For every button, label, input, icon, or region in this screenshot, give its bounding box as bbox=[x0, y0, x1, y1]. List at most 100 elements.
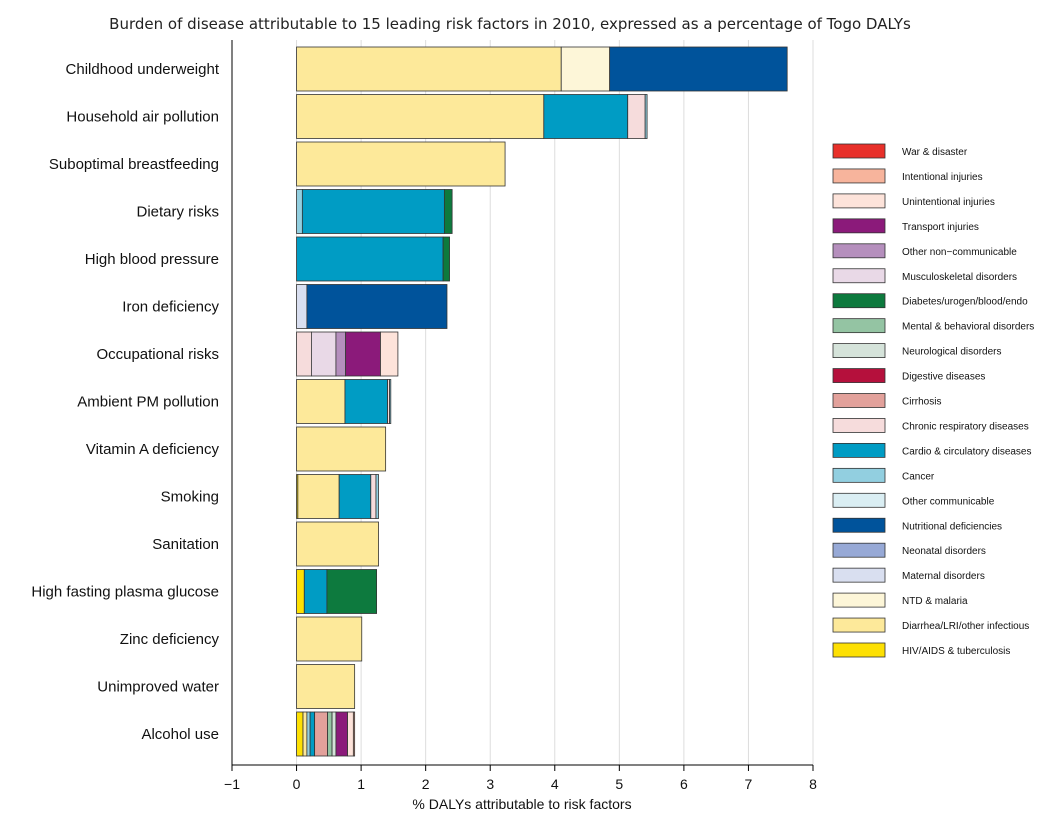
legend-item: Cardio & circulatory diseases bbox=[832, 442, 1032, 458]
bar-segment bbox=[375, 474, 379, 519]
x-tick-label: 6 bbox=[680, 776, 688, 792]
legend-label: Neurological disorders bbox=[902, 347, 1002, 358]
x-tick-label: 4 bbox=[551, 776, 559, 792]
x-tick-label: 5 bbox=[615, 776, 623, 792]
legend-label: Diarrhea/LRI/other infectious bbox=[902, 621, 1029, 632]
legend-label: Neonatal disorders bbox=[902, 546, 986, 557]
bar-segment bbox=[303, 569, 328, 614]
bar-group bbox=[296, 616, 363, 662]
legend-swatch bbox=[832, 467, 886, 483]
bar-segment bbox=[370, 474, 377, 519]
legend-label: NTD & malaria bbox=[902, 596, 968, 607]
legend-swatch bbox=[832, 617, 886, 633]
legend-item: War & disaster bbox=[832, 143, 968, 159]
bar-segment bbox=[335, 711, 348, 757]
legend-swatch bbox=[832, 542, 886, 558]
legend-label: Cardio & circulatory diseases bbox=[902, 446, 1032, 457]
legend-swatch bbox=[832, 442, 886, 458]
legend-swatch bbox=[832, 143, 886, 159]
legend-item: NTD & malaria bbox=[832, 592, 968, 608]
legend-swatch bbox=[832, 343, 886, 359]
x-tick-label: 0 bbox=[293, 776, 301, 792]
bar-segment bbox=[331, 711, 337, 757]
bar-segment bbox=[296, 284, 308, 329]
bar-segment bbox=[296, 616, 363, 662]
bar-segment bbox=[609, 46, 788, 92]
x-tick-label: 3 bbox=[486, 776, 494, 792]
legend-item: Nutritional deficiencies bbox=[832, 517, 1002, 533]
bar-group bbox=[296, 46, 788, 92]
legend-item: HIV/AIDS & tuberculosis bbox=[832, 642, 1010, 658]
bar-segment bbox=[326, 569, 378, 614]
x-tick-label: 7 bbox=[745, 776, 753, 792]
legend-item: Neurological disorders bbox=[832, 343, 1002, 359]
bar-group bbox=[296, 236, 450, 282]
legend-swatch bbox=[832, 243, 886, 259]
bar-segment bbox=[543, 94, 629, 139]
category-label: High blood pressure bbox=[85, 251, 219, 268]
category-label: Unimproved water bbox=[97, 679, 219, 696]
x-tick-label: 1 bbox=[357, 776, 365, 792]
bar-group bbox=[296, 664, 356, 709]
legend-swatch bbox=[832, 517, 886, 533]
bar-group bbox=[296, 379, 392, 424]
bar-segment bbox=[296, 236, 444, 282]
category-label: Alcohol use bbox=[141, 726, 219, 743]
bar-segment bbox=[627, 94, 646, 139]
bar-segment bbox=[306, 284, 448, 329]
bar-segment bbox=[314, 711, 328, 757]
bar-segment bbox=[560, 46, 611, 92]
chart-title: Burden of disease attributable to 15 lea… bbox=[109, 15, 911, 33]
category-label: Zinc deficiency bbox=[120, 631, 220, 648]
bar-segment bbox=[380, 331, 399, 377]
bar-segment bbox=[306, 711, 311, 757]
bar-segment bbox=[389, 379, 392, 424]
legend-label: Mental & behavioral disorders bbox=[902, 322, 1034, 333]
legend-item: Cancer bbox=[832, 467, 935, 483]
legend-label: Cancer bbox=[902, 471, 935, 482]
legend-label: Unintentional injuries bbox=[902, 197, 995, 208]
bar-segment bbox=[296, 46, 562, 92]
legend-item: Maternal disorders bbox=[832, 567, 985, 583]
bar-group bbox=[296, 521, 379, 567]
category-label: Sanitation bbox=[152, 536, 219, 553]
legend-item: Cirrhosis bbox=[832, 393, 941, 408]
bar-segment bbox=[296, 331, 312, 377]
bar-segment bbox=[338, 474, 372, 519]
legend-item: Transport injuries bbox=[832, 218, 979, 234]
legend-item: Chronic respiratory diseases bbox=[832, 418, 1029, 433]
legend-swatch bbox=[832, 318, 886, 334]
bar-segment bbox=[296, 379, 346, 424]
bar-segment bbox=[296, 426, 387, 472]
legend-swatch bbox=[832, 492, 886, 508]
bar-segment bbox=[327, 711, 333, 757]
bar-group bbox=[296, 474, 379, 519]
category-label: Suboptimal breastfeeding bbox=[49, 156, 219, 173]
bar-segment bbox=[296, 94, 545, 139]
legend-label: HIV/AIDS & tuberculosis bbox=[902, 646, 1010, 657]
bars bbox=[296, 46, 788, 757]
legend-swatch bbox=[832, 418, 886, 433]
category-label: Household air pollution bbox=[66, 109, 219, 126]
legend-item: Diabetes/urogen/blood/endo bbox=[832, 293, 1028, 309]
legend-item: Digestive diseases bbox=[832, 368, 985, 383]
bar-segment bbox=[311, 331, 337, 377]
category-label: Iron deficiency bbox=[122, 299, 219, 316]
legend-swatch bbox=[832, 567, 886, 583]
legend-label: Other communicable bbox=[902, 496, 995, 507]
legend-label: Maternal disorders bbox=[902, 571, 985, 582]
bar-segment bbox=[297, 474, 340, 519]
bar-segment bbox=[335, 331, 347, 377]
bar-segment bbox=[345, 331, 381, 377]
bar-group bbox=[296, 426, 387, 472]
legend-swatch bbox=[832, 592, 886, 608]
legend: War & disaster Intentional injuries Uninte… bbox=[832, 143, 1034, 658]
x-axis-title: % DALYs attributable to risk factors bbox=[412, 796, 631, 812]
legend-item: Other non−communicable bbox=[832, 243, 1017, 259]
legend-swatch bbox=[832, 393, 886, 408]
bar-segment bbox=[296, 569, 305, 614]
bar-segment bbox=[443, 189, 453, 234]
legend-label: Cirrhosis bbox=[902, 397, 941, 408]
legend-item: Neonatal disorders bbox=[832, 542, 986, 558]
